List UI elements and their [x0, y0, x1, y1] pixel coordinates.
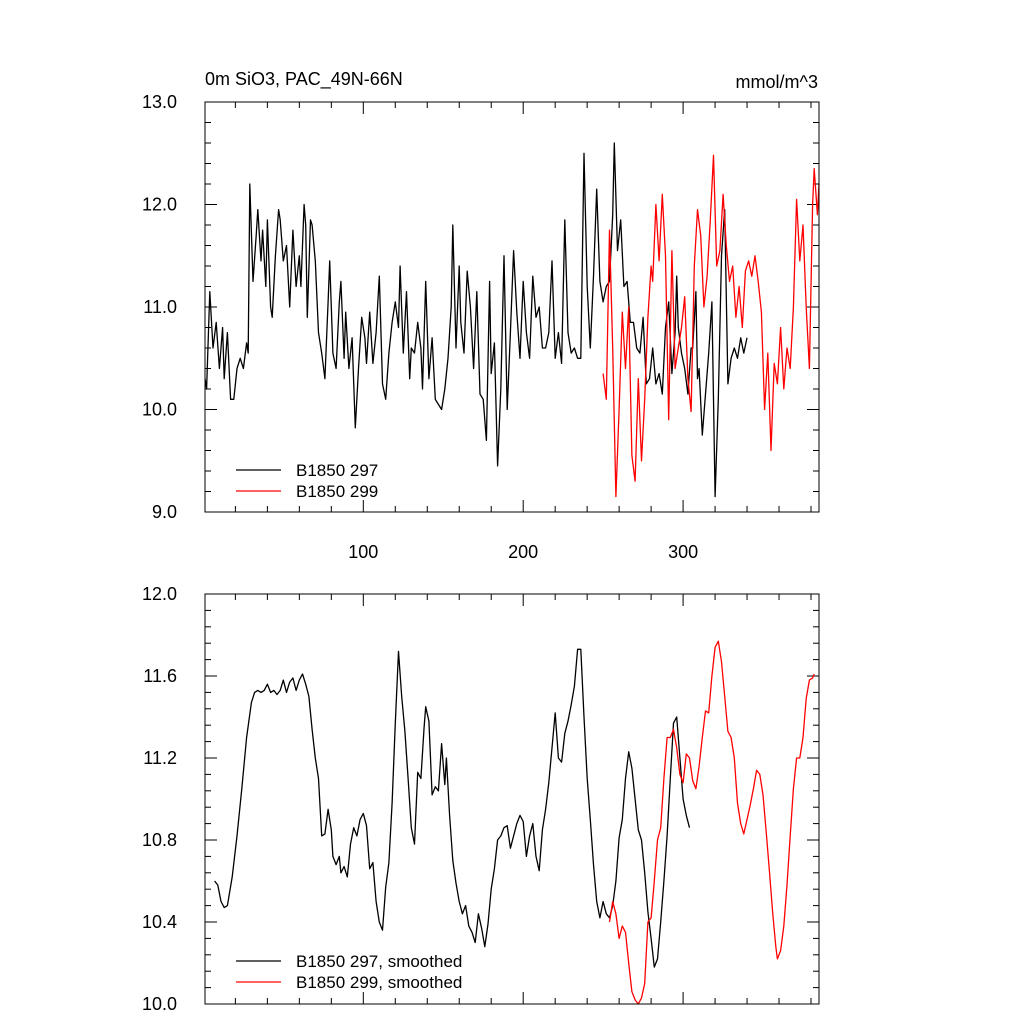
- y-tick-label: 10.0: [142, 994, 177, 1014]
- y-tick-label: 11.0: [143, 297, 177, 317]
- legend-label: B1850 299: [296, 482, 378, 501]
- series-line: [214, 648, 691, 968]
- y-tick-label: 10.0: [142, 400, 177, 420]
- series-group: [204, 142, 820, 498]
- series-group: [214, 640, 815, 1005]
- chart-title: 0m SiO3, PAC_49N-66N: [205, 69, 403, 90]
- top-panel: 0m SiO3, PAC_49N-66N mmol/m^3 9.0 10.0 11.…: [142, 69, 820, 562]
- y-tick-label: 13.0: [142, 92, 177, 112]
- y-tick-label: 12.0: [142, 584, 177, 604]
- y-tick-label: 10.4: [142, 912, 177, 932]
- y-tick-label: 12.0: [142, 195, 177, 215]
- units-label: mmol/m^3: [736, 72, 818, 92]
- x-tick-label: 200: [508, 542, 538, 562]
- series-line: [602, 154, 820, 498]
- legend-label: B1850 299, smoothed: [296, 973, 462, 992]
- x-tick-label: 100: [348, 542, 378, 562]
- x-axis-ticks: 100 200 300: [234, 102, 812, 562]
- y-axis-ticks: 9.0 10.0 11.0 12.0 13.0: [142, 92, 819, 522]
- y-axis-ticks: 10.0 10.4 10.8 11.2 11.6 12.0: [142, 584, 819, 1014]
- series-line: [204, 142, 748, 498]
- y-tick-label: 10.8: [142, 830, 177, 850]
- plot-frame: [204, 101, 820, 513]
- x-tick-label: 300: [668, 542, 698, 562]
- bottom-panel: 10.0 10.4 10.8 11.2 11.6 12.0 B1850 297, smoo…: [142, 584, 820, 1014]
- y-tick-label: 9.0: [152, 502, 177, 522]
- x-axis-ticks: [234, 594, 812, 1004]
- legend: B1850 297 B1850 299: [236, 461, 378, 501]
- series-line: [608, 640, 815, 1005]
- y-tick-label: 11.2: [143, 748, 177, 768]
- plot-frame: [204, 593, 820, 1005]
- legend-label: B1850 297: [296, 461, 378, 480]
- y-tick-label: 11.6: [143, 666, 177, 686]
- legend-label: B1850 297, smoothed: [296, 952, 462, 971]
- legend: B1850 297, smoothed B1850 299, smoothed: [236, 952, 462, 992]
